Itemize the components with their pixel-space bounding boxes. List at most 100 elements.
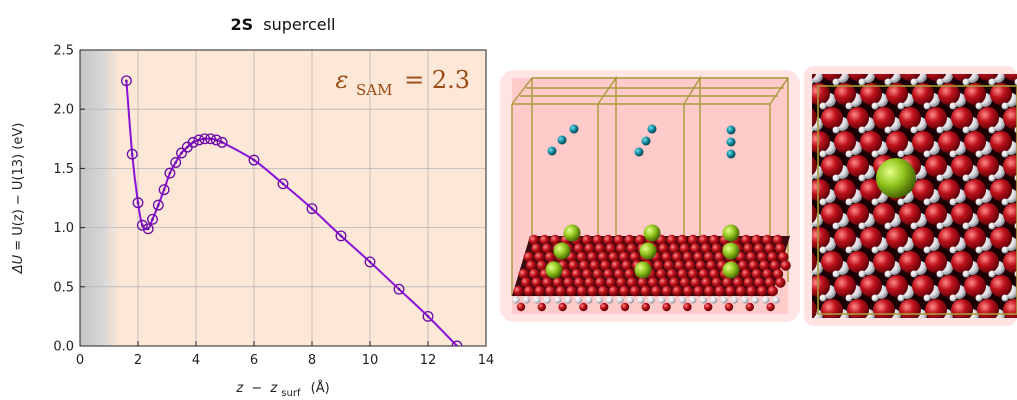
oxygen-atom <box>545 285 556 297</box>
hydrogen-atom <box>871 246 879 254</box>
oxygen-atom <box>977 107 999 129</box>
oxygen-atom <box>938 83 960 105</box>
oxygen-atom <box>701 277 712 288</box>
hydrogen-atom <box>1001 246 1009 254</box>
cell-frames <box>511 75 789 296</box>
oxygen-atom <box>964 131 986 153</box>
ticks: 0 2 4 6 8 10 12 14 0.0 0.5 1.0 1.5 2.0 2.5 <box>53 44 494 369</box>
data-point <box>126 148 138 160</box>
hydrogen-atom <box>751 296 759 304</box>
oxygen-atom <box>531 243 542 254</box>
x-axis-label: z − z surf (Å) <box>235 380 329 400</box>
oxygen-atom <box>762 234 773 246</box>
hydrogen-atom <box>923 198 931 206</box>
oxygen-atom <box>821 107 843 129</box>
oxygen-atom <box>690 277 701 288</box>
oxygen-atom <box>603 234 614 246</box>
y-tick-label: 0.0 <box>53 340 74 355</box>
oxygen-atom <box>563 277 574 288</box>
oxygen-atom <box>767 251 778 263</box>
oxygen-atom <box>977 155 999 177</box>
oxygen-atom <box>764 277 775 288</box>
green-atom <box>634 261 652 279</box>
green-atom <box>553 242 571 260</box>
hydrogen-atom <box>962 174 970 182</box>
hydrogen-atom <box>988 222 996 230</box>
y-eq: = U(z) − U(13) (eV) <box>11 123 26 251</box>
data-point <box>170 157 182 168</box>
data-point-center <box>426 315 430 318</box>
oxygen-atom <box>605 277 616 288</box>
oxygen-atom <box>610 260 622 271</box>
oxygen-atom <box>552 277 563 288</box>
hydrogen-atom <box>658 296 666 304</box>
oxygen-atom <box>619 285 630 297</box>
oxygen-atom <box>518 268 529 280</box>
hydrogen-atom <box>949 198 957 206</box>
oxygen-atom <box>812 156 817 176</box>
oxygen-atom <box>672 285 683 297</box>
data-point-center <box>220 141 224 144</box>
oxygen-atom <box>603 268 614 280</box>
hydrogen-atom <box>897 198 905 206</box>
x-minus: − <box>251 381 262 396</box>
data-point-center <box>125 79 128 83</box>
oxygen-atom <box>951 155 973 177</box>
oxygen-atom <box>834 227 856 249</box>
hydrogen-atom <box>1014 78 1017 86</box>
oxygen-atom <box>624 268 635 280</box>
oxygen-atom <box>899 203 921 225</box>
oxygen-atom <box>542 277 553 288</box>
oxygen-atom <box>589 260 600 271</box>
data-point-center <box>168 171 172 175</box>
oxygen-atom <box>899 299 921 318</box>
data-point <box>132 197 144 209</box>
green-atom <box>545 261 563 279</box>
hydrogen-atom <box>554 296 562 304</box>
oxygen-atom <box>821 299 843 318</box>
data-point-center <box>130 152 134 156</box>
oxygen-atom <box>541 243 553 254</box>
oxygen-atom <box>977 203 999 225</box>
oxygen-atom <box>812 74 817 80</box>
supercell-side-view <box>500 70 800 322</box>
teal-molecules <box>547 124 736 159</box>
oxygen-atom <box>528 234 540 246</box>
oxygen-atom <box>873 299 895 318</box>
oxygen-atom <box>597 251 609 263</box>
oxygen-atom <box>648 277 659 288</box>
oxygen-atom <box>899 107 921 129</box>
oxygen-atom <box>711 243 722 254</box>
oxygen-atom <box>523 285 535 297</box>
oxygen-atom <box>672 251 683 263</box>
oxygen-atom <box>526 260 537 271</box>
hydrogen-atom <box>975 198 983 206</box>
oxygen-atom <box>513 285 524 297</box>
hydrogen-atom <box>962 126 970 134</box>
oxygen-atom <box>821 155 843 177</box>
teal-atom <box>726 149 736 159</box>
oxygen-atom <box>584 243 595 254</box>
hydrogen-atom <box>858 78 866 86</box>
x-tick-label: 2 <box>134 353 142 368</box>
chart-title: 2S supercell <box>231 15 336 34</box>
oxygen-atom <box>663 260 675 271</box>
data-point-center <box>141 223 144 227</box>
oxygen-atom <box>634 234 646 246</box>
plot-frame <box>79 49 487 347</box>
oxygen-atom <box>608 251 619 263</box>
oxygen-atom <box>629 285 641 297</box>
hydrogen-atom <box>871 102 879 110</box>
oxygen-atom <box>812 83 830 105</box>
hydrogen-atom <box>949 246 957 254</box>
oxygen-atom <box>698 234 709 246</box>
oxygen-atom <box>753 243 765 254</box>
oxygen-atom <box>912 227 934 249</box>
oxygen-atom <box>912 275 934 297</box>
green-atom <box>563 224 581 242</box>
hydrogen-atom <box>616 296 624 304</box>
hydrogen-atom <box>897 102 905 110</box>
data-point-center <box>186 145 189 149</box>
oxygen-atom <box>584 277 595 288</box>
oxygen-atom <box>598 285 609 297</box>
